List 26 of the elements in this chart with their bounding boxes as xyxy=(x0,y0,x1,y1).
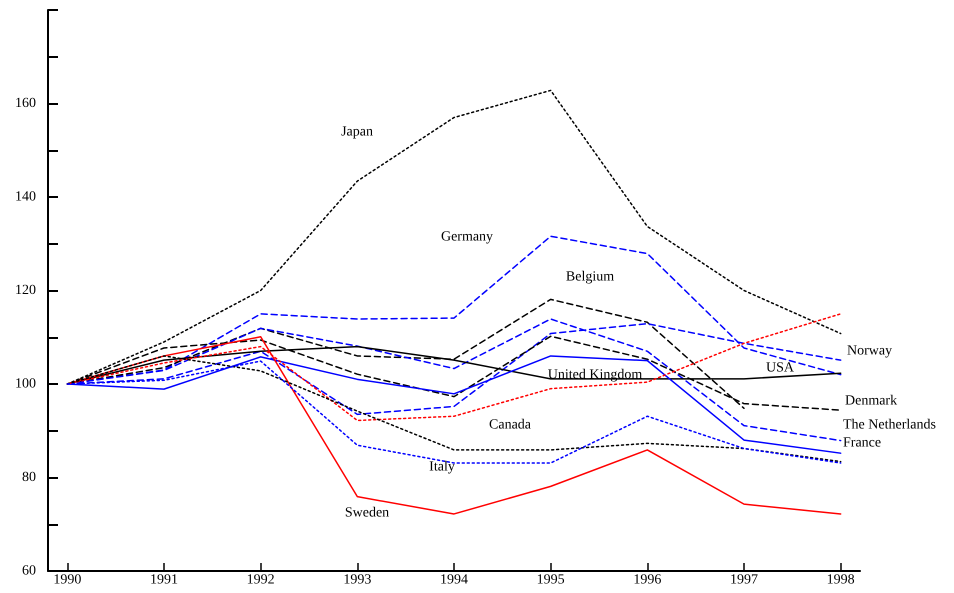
annotation: Belgium xyxy=(566,270,614,284)
y-tick-label: 120 xyxy=(15,283,36,298)
annotation: Germany xyxy=(440,230,494,244)
annotation: Japan xyxy=(341,124,373,140)
x-tick-label: 1996 xyxy=(633,572,662,588)
y-tick-label: 160 xyxy=(15,96,36,111)
annotation: Sweden xyxy=(344,506,390,520)
annotation: USA xyxy=(766,360,795,376)
annotation: France xyxy=(843,436,882,450)
x-tick-label: 1994 xyxy=(440,572,468,588)
annotation: Norway xyxy=(847,344,892,358)
annotation: The Netherlands xyxy=(843,418,936,432)
x-tick-label: 1995 xyxy=(536,572,565,588)
x-tick-label: 1993 xyxy=(343,572,372,588)
annotation: Denmark xyxy=(845,394,898,408)
annotation: Italy xyxy=(429,460,455,474)
y-tick-label: 80 xyxy=(22,470,36,485)
y-tick-label: 140 xyxy=(15,190,36,204)
y-tick-label: 60 xyxy=(22,564,36,578)
x-tick-label: 1998 xyxy=(826,572,855,588)
y-tick-label: 100 xyxy=(15,376,36,392)
x-tick-label: 1990 xyxy=(53,572,82,588)
x-tick-label: 1997 xyxy=(730,572,758,588)
x-tick-label: 1991 xyxy=(150,572,178,588)
x-tick-label: 1992 xyxy=(246,572,275,588)
annotation: Canada xyxy=(489,418,532,432)
